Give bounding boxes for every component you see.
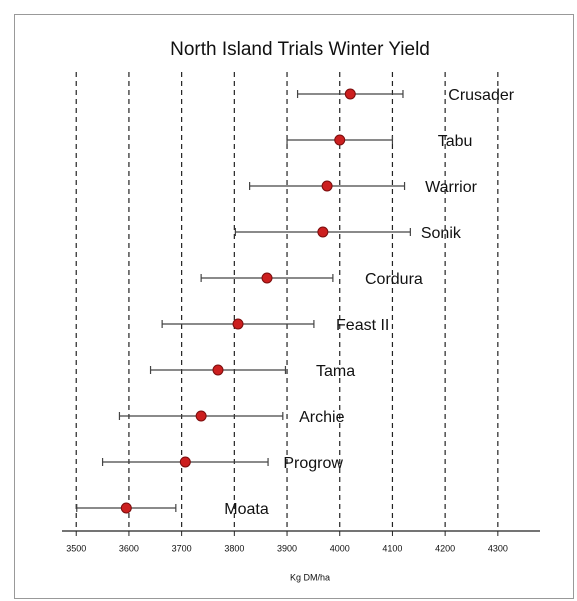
x-tick-label: 3800 xyxy=(224,543,244,553)
x-tick-label: 4200 xyxy=(435,543,455,553)
dot xyxy=(344,88,356,100)
dot xyxy=(120,502,132,514)
x-tick-label: 4000 xyxy=(330,543,350,553)
category-label: Tama xyxy=(316,363,355,380)
dot xyxy=(232,318,244,330)
category-label: Tabu xyxy=(438,133,473,150)
x-tick-label: 3900 xyxy=(277,543,297,553)
category-label: Sonik xyxy=(421,225,462,242)
category-label: Feast II xyxy=(336,317,389,334)
category-label: Cordura xyxy=(365,271,423,288)
frame xyxy=(14,14,574,599)
dot xyxy=(261,272,273,284)
x-tick-label: 4300 xyxy=(488,543,508,553)
dot xyxy=(179,456,191,468)
category-label: Crusader xyxy=(448,87,514,104)
x-axis-label: Kg DM/ha xyxy=(290,572,330,582)
chart-title: North Island Trials Winter Yield xyxy=(170,39,430,60)
category-label: Warrior xyxy=(425,179,478,196)
dot xyxy=(212,364,224,376)
dot xyxy=(334,134,346,146)
x-tick-label: 4100 xyxy=(382,543,402,553)
dot xyxy=(317,226,329,238)
x-tick-label: 3600 xyxy=(119,543,139,553)
category-label: Moata xyxy=(224,501,269,518)
x-tick-label: 3700 xyxy=(172,543,192,553)
category-label: Progrow xyxy=(283,455,343,472)
dot xyxy=(321,180,333,192)
x-tick-label: 3500 xyxy=(66,543,86,553)
category-label: Archie xyxy=(299,409,344,426)
dot xyxy=(195,410,207,422)
